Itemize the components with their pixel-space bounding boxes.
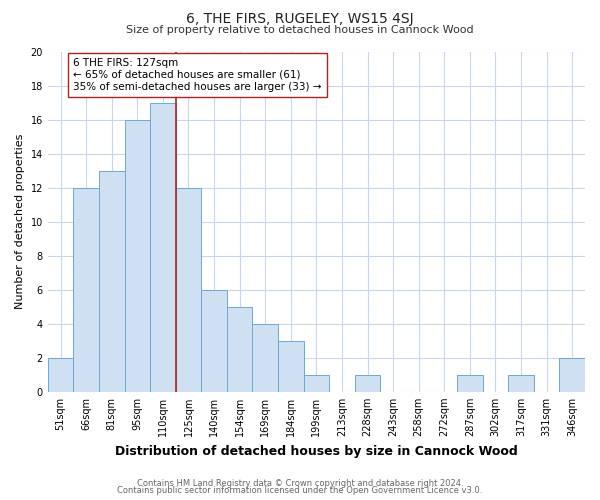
Bar [48, 358, 73, 392]
Bar [227, 306, 253, 392]
Text: Contains public sector information licensed under the Open Government Licence v3: Contains public sector information licen… [118, 486, 482, 495]
Bar [304, 375, 329, 392]
X-axis label: Distribution of detached houses by size in Cannock Wood: Distribution of detached houses by size … [115, 444, 518, 458]
Bar [508, 375, 534, 392]
Text: Size of property relative to detached houses in Cannock Wood: Size of property relative to detached ho… [126, 25, 474, 35]
Bar [355, 375, 380, 392]
Bar [253, 324, 278, 392]
Y-axis label: Number of detached properties: Number of detached properties [15, 134, 25, 310]
Bar [99, 170, 125, 392]
Bar [457, 375, 482, 392]
Bar [176, 188, 201, 392]
Bar [125, 120, 150, 392]
Bar [150, 102, 176, 392]
Text: 6, THE FIRS, RUGELEY, WS15 4SJ: 6, THE FIRS, RUGELEY, WS15 4SJ [186, 12, 414, 26]
Bar [201, 290, 227, 392]
Text: 6 THE FIRS: 127sqm
← 65% of detached houses are smaller (61)
35% of semi-detache: 6 THE FIRS: 127sqm ← 65% of detached hou… [73, 58, 322, 92]
Bar [73, 188, 99, 392]
Text: Contains HM Land Registry data © Crown copyright and database right 2024.: Contains HM Land Registry data © Crown c… [137, 478, 463, 488]
Bar [278, 341, 304, 392]
Bar [559, 358, 585, 392]
